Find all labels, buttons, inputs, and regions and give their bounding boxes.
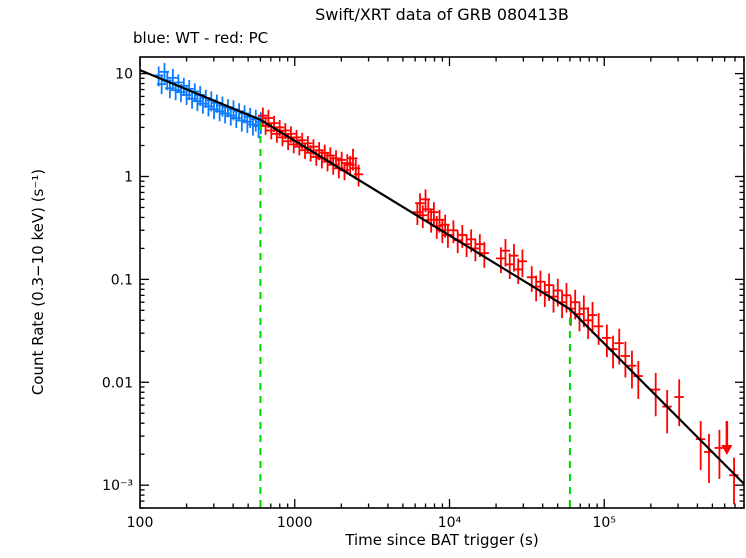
y-tick-label: 0.1 — [111, 272, 133, 288]
data-point — [479, 242, 489, 268]
y-tick-label: 0.01 — [102, 375, 133, 391]
data-point — [509, 243, 519, 272]
data-point — [496, 247, 506, 274]
data-point — [286, 126, 296, 143]
y-tick-label: 10⁻³ — [102, 478, 133, 494]
data-point — [280, 123, 290, 140]
data-point — [627, 350, 637, 389]
y-tick-labels: 10 1 0.1 0.01 10⁻³ — [102, 67, 133, 495]
data-point — [517, 249, 527, 278]
upper-limit-arrow — [721, 421, 733, 456]
x-tick-label: 10⁵ — [593, 515, 616, 531]
y-ticks — [140, 72, 744, 509]
data-point — [583, 307, 593, 339]
data-point — [291, 129, 302, 147]
x-tick-label: 100 — [127, 515, 154, 531]
pc-series — [257, 107, 739, 505]
chart-title: Swift/XRT data of GRB 080413B — [315, 5, 569, 24]
plot-border — [139, 56, 745, 509]
y-tick-label: 10 — [115, 67, 133, 83]
fit-line — [139, 69, 745, 485]
data-point — [274, 120, 285, 137]
x-tick-labels: 100 1000 10⁴ 10⁵ — [127, 515, 616, 531]
x-tick-label: 10⁴ — [438, 515, 462, 531]
data-point — [500, 238, 511, 267]
wt-series — [153, 62, 266, 139]
data-point — [633, 361, 643, 399]
data-point — [173, 74, 183, 93]
data-point — [417, 205, 428, 229]
data-point — [593, 313, 604, 345]
data-point — [602, 324, 612, 358]
chart-legend-subtitle: blue: WT - red: PC — [133, 29, 269, 47]
data-point — [504, 253, 515, 280]
data-point — [348, 148, 358, 171]
data-point — [662, 390, 672, 434]
data-point — [336, 151, 347, 170]
data-point — [167, 68, 178, 89]
y-axis-label: Count Rate (0.3−10 keV) (s⁻¹) — [29, 168, 47, 396]
data-point — [353, 164, 364, 187]
data-point — [415, 193, 425, 217]
data-point — [587, 301, 598, 334]
data-point — [620, 341, 630, 378]
data-point — [257, 107, 268, 126]
data-point — [448, 220, 458, 244]
data-point — [429, 202, 439, 226]
break-time-lines — [259, 119, 571, 507]
data-point — [729, 457, 739, 505]
data-point — [695, 421, 706, 471]
data-point — [526, 266, 537, 292]
y-tick-label: 1 — [124, 169, 133, 185]
data-point — [714, 429, 724, 479]
x-axis-label: Time since BAT trigger (s) — [345, 531, 539, 549]
data-point — [704, 433, 714, 483]
x-tick-label: 1000 — [277, 515, 313, 531]
data-point — [513, 258, 523, 285]
data-point — [423, 199, 433, 223]
